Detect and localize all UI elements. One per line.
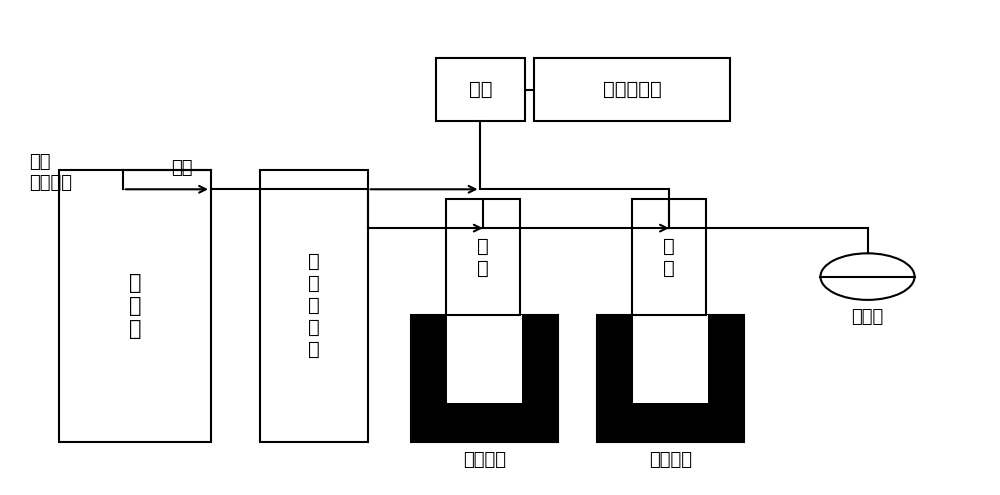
Text: 液氮冷阱: 液氮冷阱 [463,451,506,469]
Text: 贫
料: 贫 料 [477,237,489,278]
Bar [447,315,522,403]
Text: 取样: 取样 [469,80,492,99]
Bar [446,199,520,315]
Text: 稳
压
罐: 稳 压 罐 [129,273,141,339]
Bar [59,170,211,442]
Text: 净化: 净化 [171,159,192,177]
Text: 精
料: 精 料 [663,237,675,278]
Bar [597,315,744,442]
Text: 真空泵: 真空泵 [851,308,884,326]
Text: 气
体
离
心
机: 气 体 离 心 机 [308,252,320,359]
Text: 气体质谱仪: 气体质谱仪 [603,80,662,99]
Bar [534,58,730,121]
Text: 液氮冷阱: 液氮冷阱 [649,451,692,469]
Bar [632,199,706,315]
Bar [436,58,524,121]
Text: 天然
四氯化钛: 天然 四氯化钛 [30,153,73,192]
Bar [260,170,368,442]
Bar [411,315,558,442]
Bar [633,315,708,403]
